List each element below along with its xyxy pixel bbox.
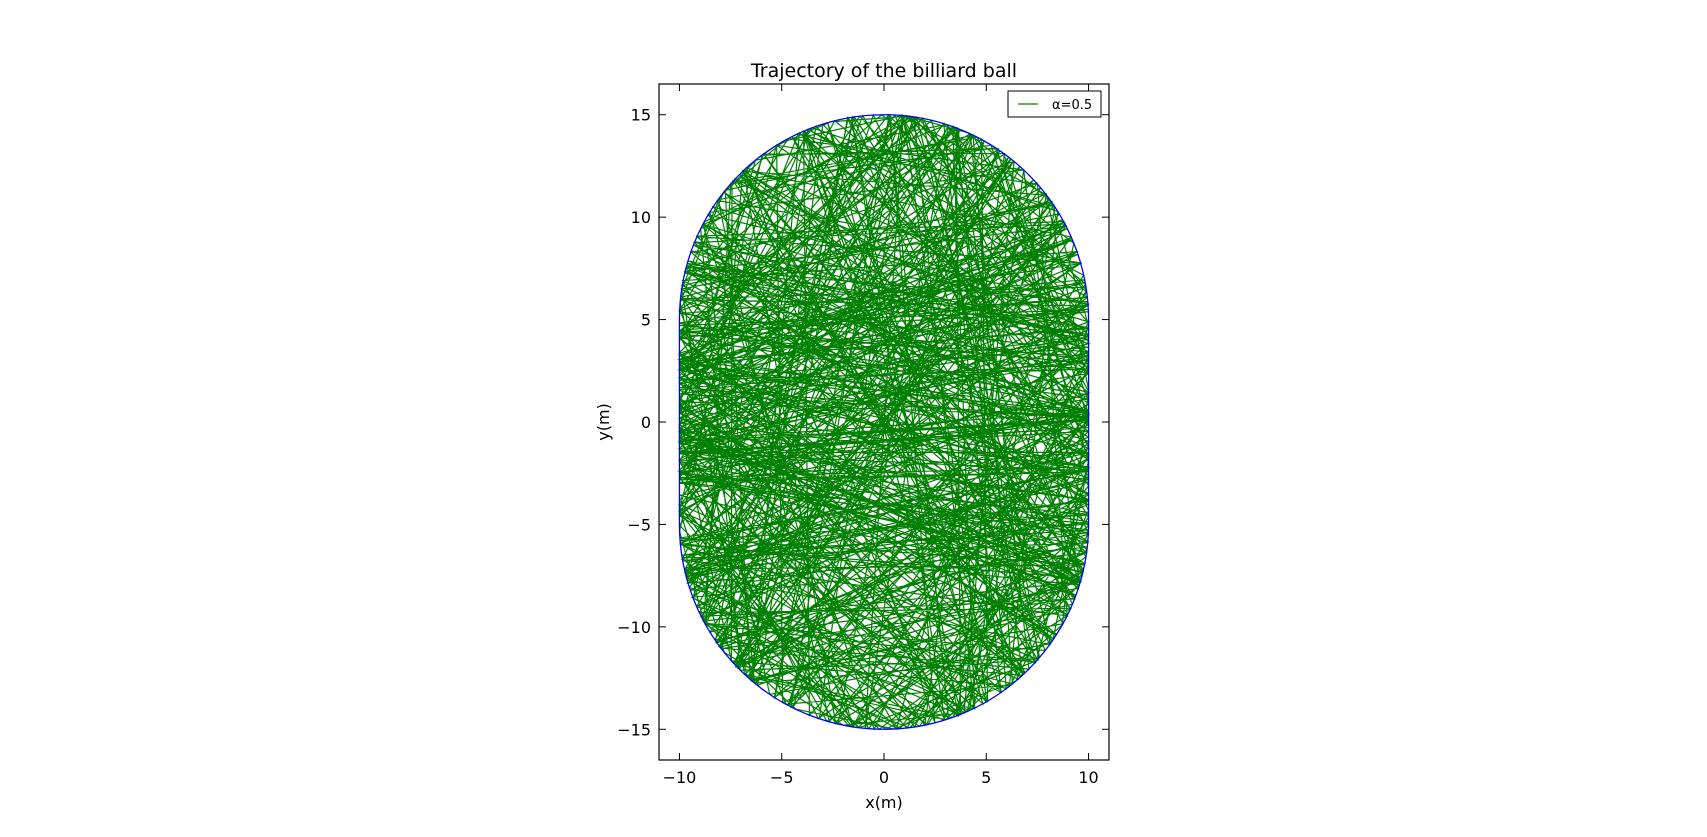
y-axis-label: y(m): [594, 403, 613, 441]
y-tick-label: −5: [627, 515, 651, 534]
x-tick-label: −10: [663, 768, 697, 787]
x-axis-label: x(m): [865, 793, 903, 812]
x-tick-label: 0: [879, 768, 889, 787]
y-tick-label: 15: [631, 106, 651, 125]
x-tick-label: 5: [981, 768, 991, 787]
x-tick-label: 10: [1078, 768, 1098, 787]
y-tick-label: 10: [631, 208, 651, 227]
legend-label: α=0.5: [1052, 98, 1092, 113]
y-tick-label: 0: [641, 413, 651, 432]
stadium-boundary: [678, 114, 1090, 730]
y-tick-label: −15: [617, 720, 651, 739]
chart-title: Trajectory of the billiard ball: [750, 60, 1017, 82]
trajectory-series-line: [677, 113, 1091, 731]
x-tick-label: −5: [770, 768, 794, 787]
y-tick-label: −10: [617, 618, 651, 637]
y-tick-label: 5: [641, 311, 651, 330]
